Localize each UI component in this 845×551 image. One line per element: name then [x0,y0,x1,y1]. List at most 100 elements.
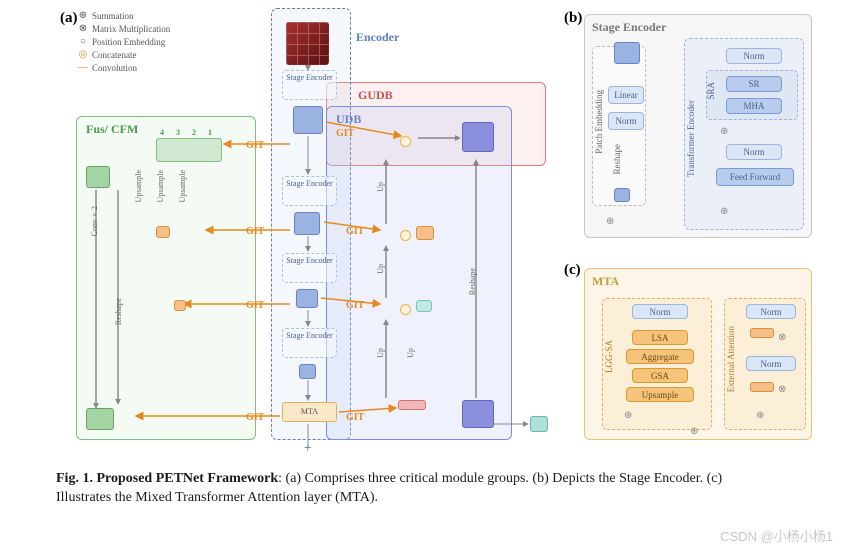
git-u2: GIT [346,226,364,237]
up-3: Up [376,182,385,192]
reshape-label-fus: Reshape [114,298,123,325]
grid-icon [286,22,329,65]
norm-c3: Norm [746,356,796,371]
lsa-block: LSA [632,330,688,345]
stage-encoder-title: Stage Encoder [592,20,666,35]
transformer-encoder-label: Transformer Encoder [686,100,696,177]
gudb-cube-top [462,122,494,152]
upsample-2: Upsample [156,170,165,202]
mta-block: MTA [282,402,337,422]
legend-posemb: ○Position Embedding [78,36,170,47]
aggregate-block: Aggregate [626,349,694,364]
ext-tensor-2 [750,382,774,392]
encoder-title: Encoder [356,30,399,45]
figure-caption: Fig. 1. Proposed PETNet Framework: (a) C… [56,470,776,508]
figure-area: (a) (b) (c) ⊕Summation ⊗Matrix Multiplic… [56,8,816,463]
up-2: Up [376,264,385,274]
upsample-block: Upsample [626,387,694,402]
norm-c2: Norm [746,304,796,319]
stack-labels: 4 3 2 1 [160,128,217,137]
git-2: GIT [246,226,264,237]
gudb-title: GUDB [358,88,393,103]
stage-encoder-3: Stage Encoder [282,253,337,283]
lgg-sa-label: LGG-SA [604,340,614,373]
norm-block-t1: Norm [726,48,782,64]
sr-block: SR [726,76,782,92]
fus-title: Fus/ CFM [86,122,138,137]
reshape-b: Reshape [612,144,622,175]
feedforward-block: Feed Forward [716,168,794,186]
pos-icon: ○ [78,36,88,47]
git-u1: GIT [336,128,354,139]
ext-tensor-1 [750,328,774,338]
conv-icon: — [78,62,88,73]
concat-ring-1 [400,136,411,147]
fus-mini-2 [174,300,186,311]
feat-cube-3 [296,289,318,308]
panel-c-label: (c) [564,262,581,279]
patch-embedding-label: Patch Embedding [594,90,604,154]
stage-encoder-2: Stage Encoder [282,176,337,206]
caption-lead: Fig. 1. Proposed PETNet Framework [56,471,278,486]
sum-c3: ⊕ [690,426,698,437]
sum-b2: ⊕ [720,206,728,217]
udb-region [326,106,512,440]
feat-cube-1 [293,106,323,134]
pe-cube-top [614,42,640,64]
sra-label: SRA [706,82,716,100]
git-3: GIT [246,300,264,311]
mul-icon: ⊗ [78,23,88,34]
ext-attn-label: External Attention [726,326,736,392]
gsa-block: GSA [632,368,688,383]
sum-c2: ⊕ [756,410,764,421]
stage-encoder-1: Stage Encoder [282,70,337,100]
pe-cube-bot [614,188,630,202]
mul-c2: ⊗ [778,384,786,395]
git-u4: GIT [346,412,364,423]
panel-b-label: (b) [564,10,582,27]
cat-icon: ◎ [78,49,88,60]
panel-a-label: (a) [60,10,78,27]
legend-conv: —Convolution [78,62,170,73]
stage-encoder-4: Stage Encoder [282,328,337,358]
up-1: Up [376,348,385,358]
legend-summation: ⊕Summation [78,10,170,21]
legend-concat: ◎Concatenate [78,49,170,60]
sum-icon: ⊕ [78,10,88,21]
udb-mini-3 [416,300,432,312]
mul-c1: ⊗ [778,332,786,343]
mha-block: MHA [726,98,782,114]
git-4: GIT [246,412,264,423]
udb-title: UDB [336,112,361,127]
fus-stack [156,138,222,162]
fus-cube-top [86,166,110,188]
concat-ring-3 [400,304,411,315]
legend: ⊕Summation ⊗Matrix Multiplication ○Posit… [78,10,170,75]
sum-b1: ⊕ [606,216,614,227]
reshape-label-gudb: Reshape [468,268,477,295]
mta-title: MTA [592,274,619,289]
output-cube [530,416,548,432]
sum-b3: ⊕ [720,126,728,137]
norm-block-pe: Norm [608,112,644,130]
concat-ring-2 [400,230,411,241]
transformer-encoder-box [684,38,804,230]
fus-region [76,116,256,440]
watermark: CSDN @小杨小杨1 [720,526,833,545]
udb-mini-2 [416,226,434,240]
git-u3: GIT [346,300,364,311]
fus-cube-bot [86,408,114,430]
gudb-cube-bot [462,400,494,428]
feat-cube-4 [299,364,316,379]
fus-mini-1 [156,226,170,238]
up-4: Up [406,348,415,358]
convx2-label: Conv×2 [90,206,99,236]
git-1: GIT [246,140,264,151]
legend-matmul: ⊗Matrix Multiplication [78,23,170,34]
udb-flat [398,400,426,410]
norm-c1: Norm [632,304,688,319]
feat-cube-2 [294,212,320,235]
upsample-3: Upsample [178,170,187,202]
linear-block: Linear [608,86,644,104]
sum-c1: ⊕ [624,410,632,421]
